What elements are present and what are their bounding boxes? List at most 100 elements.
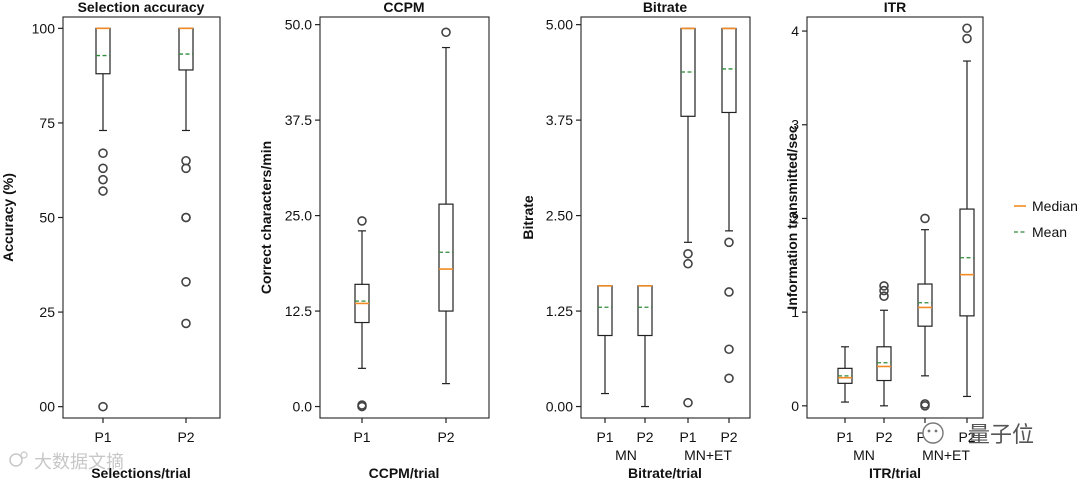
x-tick-label: P2 bbox=[177, 429, 194, 445]
watermark-left-text: 大数据文摘 bbox=[34, 452, 124, 472]
outlier-point bbox=[98, 174, 108, 185]
y-tick-label: 1 bbox=[791, 304, 799, 320]
watermark-right-text: 量子位 bbox=[968, 422, 1034, 447]
x-tick-label: P1 bbox=[353, 429, 370, 445]
panel-title: CCPM bbox=[383, 0, 424, 15]
y-tick-label: 100 bbox=[32, 20, 56, 36]
x-tick-label: P1 bbox=[836, 429, 853, 445]
outlier-point bbox=[181, 212, 191, 223]
iqr-box bbox=[721, 27, 737, 114]
y-tick-label: 0.0 bbox=[293, 399, 313, 415]
outlier-point bbox=[98, 148, 108, 158]
plot-frame bbox=[319, 16, 490, 419]
x-axis-label: CCPM/trial bbox=[369, 465, 440, 481]
outlier-point bbox=[441, 27, 451, 38]
y-axis-label: Accuracy (%) bbox=[0, 173, 16, 262]
wechat-icon bbox=[922, 422, 944, 444]
box-p2-2 bbox=[876, 281, 892, 407]
plot-frame bbox=[806, 16, 984, 419]
outlier-point bbox=[962, 23, 972, 34]
x-tick-label: P2 bbox=[875, 429, 892, 445]
iqr-box bbox=[597, 285, 613, 337]
watermark-right: 量子位 bbox=[922, 422, 1034, 447]
y-tick-label: 4 bbox=[791, 23, 799, 39]
box-p2-4 bbox=[959, 23, 975, 398]
y-tick-label: 0.00 bbox=[546, 399, 573, 415]
x-tick-label: P2 bbox=[720, 429, 737, 445]
x-axis-label: ITR/trial bbox=[869, 465, 921, 481]
outlier-point bbox=[181, 277, 191, 287]
y-tick-label: 5.00 bbox=[546, 17, 573, 33]
box-p2-2 bbox=[178, 27, 194, 329]
box-p1-1 bbox=[354, 216, 370, 412]
legend: Median Mean bbox=[1014, 198, 1078, 240]
y-tick-label: 25 bbox=[39, 304, 55, 320]
weibo-icon bbox=[9, 453, 23, 467]
outlier-point bbox=[357, 400, 367, 410]
x-tick-label: P2 bbox=[636, 429, 653, 445]
y-tick-label: 0 bbox=[791, 398, 799, 414]
outlier-point bbox=[724, 373, 734, 384]
y-tick-label: 37.5 bbox=[285, 112, 312, 128]
legend-median-label: Median bbox=[1032, 198, 1078, 214]
x-group-label: MN+ET bbox=[684, 447, 732, 463]
outlier-point bbox=[920, 401, 930, 411]
panel-4: ITR Information transmitted/sec 0 1 2 3 4 P1 P2 P… bbox=[784, 0, 984, 481]
box-p1-1 bbox=[837, 346, 853, 403]
panel-1: Selection accuracy Accuracy (%) 00 25 50 75 10… bbox=[0, 0, 221, 481]
watermark-left: 大数据文摘 bbox=[9, 451, 124, 472]
panel-title: ITR bbox=[884, 0, 907, 15]
x-tick-label: P2 bbox=[437, 429, 454, 445]
y-tick-label: 3.75 bbox=[546, 112, 573, 128]
x-axis-label: Selections/trial bbox=[91, 465, 191, 481]
y-tick-label: 12.5 bbox=[285, 303, 312, 319]
outlier-point bbox=[879, 281, 889, 291]
outlier-point bbox=[879, 285, 889, 296]
box-p2-2 bbox=[438, 27, 454, 385]
iqr-box bbox=[178, 27, 194, 71]
outlier-point bbox=[724, 237, 734, 248]
panel-title: Bitrate bbox=[643, 0, 688, 15]
outlier-point bbox=[683, 258, 693, 269]
panel-3: Bitrate Bitrate 0.00 1.25 2.50 3.75 5.00 P1 P2 P1… bbox=[520, 0, 751, 481]
outlier-point bbox=[357, 216, 367, 226]
outlier-point bbox=[683, 397, 693, 408]
x-axis-label: Bitrate/trial bbox=[628, 465, 702, 481]
wechat-icon-dot-b bbox=[934, 429, 938, 433]
box-p1-3 bbox=[680, 27, 696, 408]
outlier-point bbox=[920, 213, 930, 224]
y-tick-label: 25.0 bbox=[285, 208, 312, 224]
y-tick-label: 75 bbox=[39, 115, 55, 131]
box-p2-2 bbox=[637, 285, 653, 408]
outlier-point bbox=[98, 186, 108, 196]
y-tick-label: 50.0 bbox=[285, 17, 312, 33]
x-group-label: MN bbox=[615, 447, 637, 463]
iqr-box bbox=[917, 283, 933, 327]
y-axis-label: Correct characters/min bbox=[258, 141, 274, 294]
y-tick-label: 50 bbox=[39, 210, 55, 226]
outlier-point bbox=[98, 401, 108, 412]
y-tick-label: 1.25 bbox=[546, 303, 573, 319]
iqr-box bbox=[959, 208, 975, 317]
x-group-label: MN bbox=[853, 447, 875, 463]
plot-frame bbox=[62, 16, 221, 419]
outlier-point bbox=[181, 318, 191, 329]
y-tick-label: 2 bbox=[791, 210, 799, 226]
outlier-point bbox=[98, 163, 108, 174]
x-tick-label: P1 bbox=[596, 429, 613, 445]
plot-frame bbox=[580, 16, 751, 419]
outlier-point bbox=[724, 344, 734, 355]
box-p1-1 bbox=[95, 27, 111, 412]
outlier-point bbox=[962, 33, 972, 44]
panel-title: Selection accuracy bbox=[78, 0, 205, 15]
panel-2: CCPM Correct characters/min 0.0 12.5 25.0 37.… bbox=[258, 0, 490, 481]
x-group-label: MN+ET bbox=[922, 447, 970, 463]
box-p1-3 bbox=[917, 213, 933, 411]
y-tick-label: 00 bbox=[39, 399, 55, 415]
watermark-left-dot bbox=[20, 451, 28, 459]
iqr-box bbox=[438, 203, 454, 312]
box-p2-4 bbox=[721, 27, 737, 384]
x-tick-label: P1 bbox=[94, 429, 111, 445]
x-tick-label: P1 bbox=[679, 429, 696, 445]
